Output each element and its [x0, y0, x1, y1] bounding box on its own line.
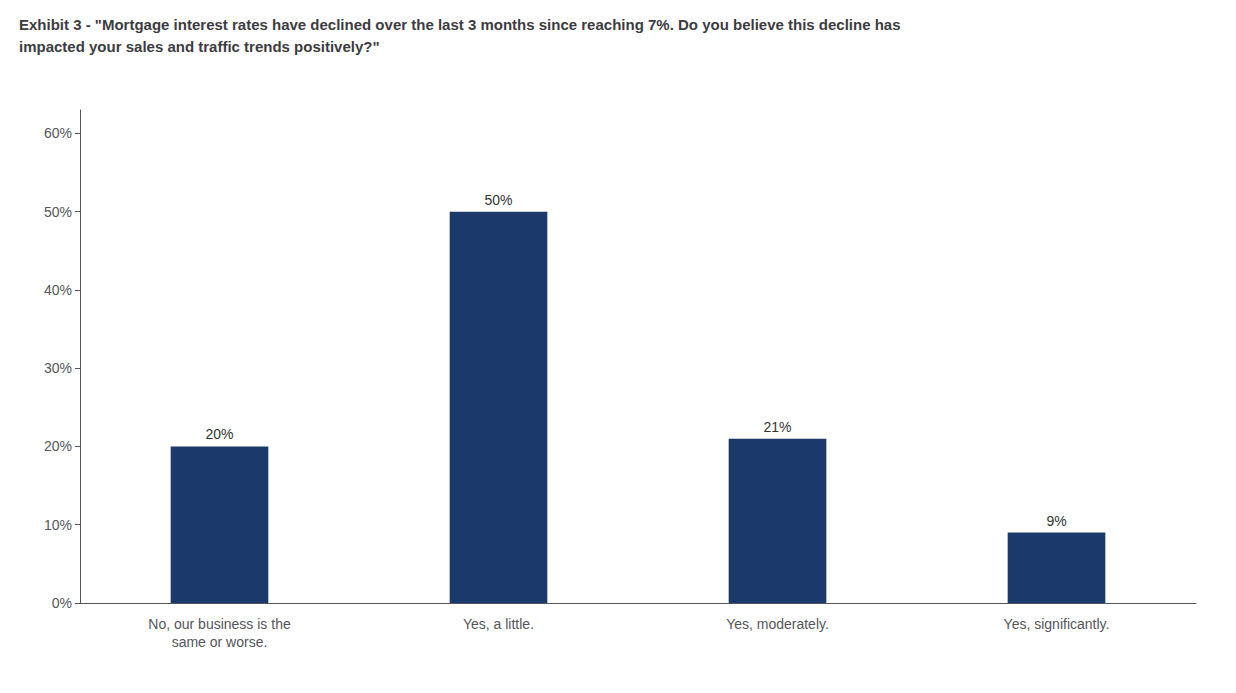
svg-text:20%: 20% [44, 438, 72, 454]
svg-text:60%: 60% [44, 125, 72, 141]
svg-text:21%: 21% [763, 419, 791, 435]
svg-text:Yes, significantly.: Yes, significantly. [1004, 616, 1110, 632]
svg-text:impacted your sales and traffi: impacted your sales and traffic trends p… [19, 38, 380, 55]
svg-text:50%: 50% [484, 192, 512, 208]
svg-text:Exhibit 3 - "Mortgage interest: Exhibit 3 - "Mortgage interest rates hav… [19, 16, 901, 33]
svg-text:10%: 10% [44, 517, 72, 533]
svg-text:50%: 50% [44, 204, 72, 220]
svg-text:9%: 9% [1046, 513, 1066, 529]
svg-text:Yes, moderately.: Yes, moderately. [726, 616, 829, 632]
svg-text:20%: 20% [205, 426, 233, 442]
svg-text:No, our business is the: No, our business is the [148, 616, 291, 632]
svg-text:0%: 0% [52, 595, 72, 611]
svg-text:30%: 30% [44, 360, 72, 376]
svg-text:Yes, a little.: Yes, a little. [463, 616, 534, 632]
svg-text:same or worse.: same or worse. [172, 634, 268, 650]
svg-text:40%: 40% [44, 282, 72, 298]
